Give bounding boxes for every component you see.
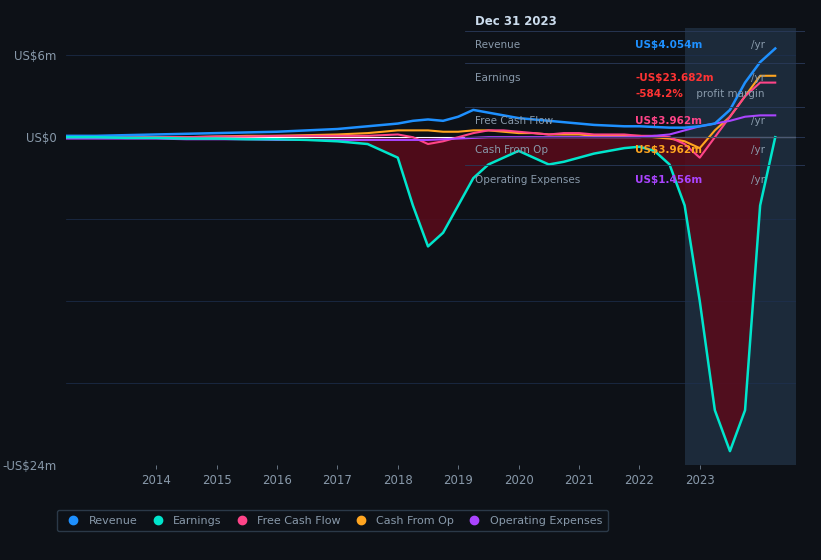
Text: US$1.456m: US$1.456m — [635, 175, 702, 185]
Text: Revenue: Revenue — [475, 40, 521, 50]
Text: US$4.054m: US$4.054m — [635, 40, 703, 50]
Text: /yr: /yr — [750, 73, 764, 83]
Text: /yr: /yr — [750, 175, 764, 185]
Text: Operating Expenses: Operating Expenses — [475, 175, 580, 185]
Text: -584.2%: -584.2% — [635, 89, 683, 99]
Text: /yr: /yr — [750, 40, 764, 50]
Text: profit margin: profit margin — [693, 89, 764, 99]
Bar — [685, 28, 796, 465]
Text: Earnings: Earnings — [475, 73, 521, 83]
Text: -US$23.682m: -US$23.682m — [635, 73, 713, 83]
Legend: Revenue, Earnings, Free Cash Flow, Cash From Op, Operating Expenses: Revenue, Earnings, Free Cash Flow, Cash … — [57, 510, 608, 531]
Text: US$3.962m: US$3.962m — [635, 145, 702, 155]
Text: Dec 31 2023: Dec 31 2023 — [475, 15, 557, 28]
Text: US$3.962m: US$3.962m — [635, 115, 702, 125]
Text: /yr: /yr — [750, 115, 764, 125]
Text: Cash From Op: Cash From Op — [475, 145, 548, 155]
Text: /yr: /yr — [750, 145, 764, 155]
Text: Free Cash Flow: Free Cash Flow — [475, 115, 553, 125]
